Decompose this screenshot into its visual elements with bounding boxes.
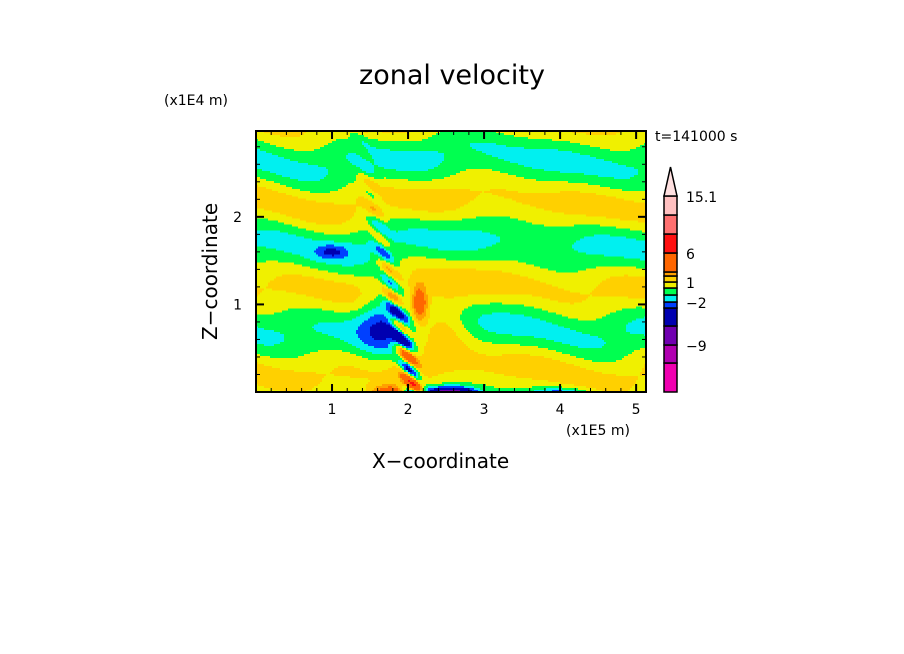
time-annotation: t=141000 s xyxy=(655,129,738,145)
x-tick-label: 1 xyxy=(328,402,337,418)
colorbar-segment xyxy=(663,325,678,346)
colorbar-segment xyxy=(663,252,678,273)
plot-area xyxy=(256,131,646,392)
colorbar-segment xyxy=(663,281,678,289)
plot-frame xyxy=(255,130,647,393)
colorbar-segment xyxy=(663,233,678,254)
x-tick-label: 5 xyxy=(632,402,641,418)
colorbar-segment xyxy=(663,362,678,393)
chart-title: zonal velocity xyxy=(359,60,545,91)
colorbar-segment xyxy=(663,287,678,296)
y-tick-label: 2 xyxy=(233,210,242,226)
colorbar-segment xyxy=(663,275,678,283)
y-unit-label: (x1E4 m) xyxy=(164,93,228,109)
colorbar-segment xyxy=(663,294,678,303)
colorbar-segment xyxy=(663,344,678,364)
colorbar-label: −2 xyxy=(686,296,707,312)
x-tick-label: 3 xyxy=(480,402,489,418)
colorbar-label: −9 xyxy=(686,339,707,355)
x-unit-label: (x1E5 m) xyxy=(566,423,630,439)
colorbar-over-triangle xyxy=(663,166,678,197)
colorbar-label: 6 xyxy=(686,247,695,263)
x-tick-label: 2 xyxy=(404,402,413,418)
colorbar-segment xyxy=(663,214,678,235)
y-tick-label: 1 xyxy=(233,297,242,313)
x-tick-label: 4 xyxy=(556,402,565,418)
colorbar-label: 15.1 xyxy=(686,190,717,206)
colorbar-label: 1 xyxy=(686,276,695,292)
colorbar-segment xyxy=(663,195,678,216)
x-axis-label: X−coordinate xyxy=(372,449,510,473)
colorbar-segment xyxy=(663,307,678,327)
contour-field xyxy=(256,131,646,392)
colorbar-segment xyxy=(663,301,678,309)
